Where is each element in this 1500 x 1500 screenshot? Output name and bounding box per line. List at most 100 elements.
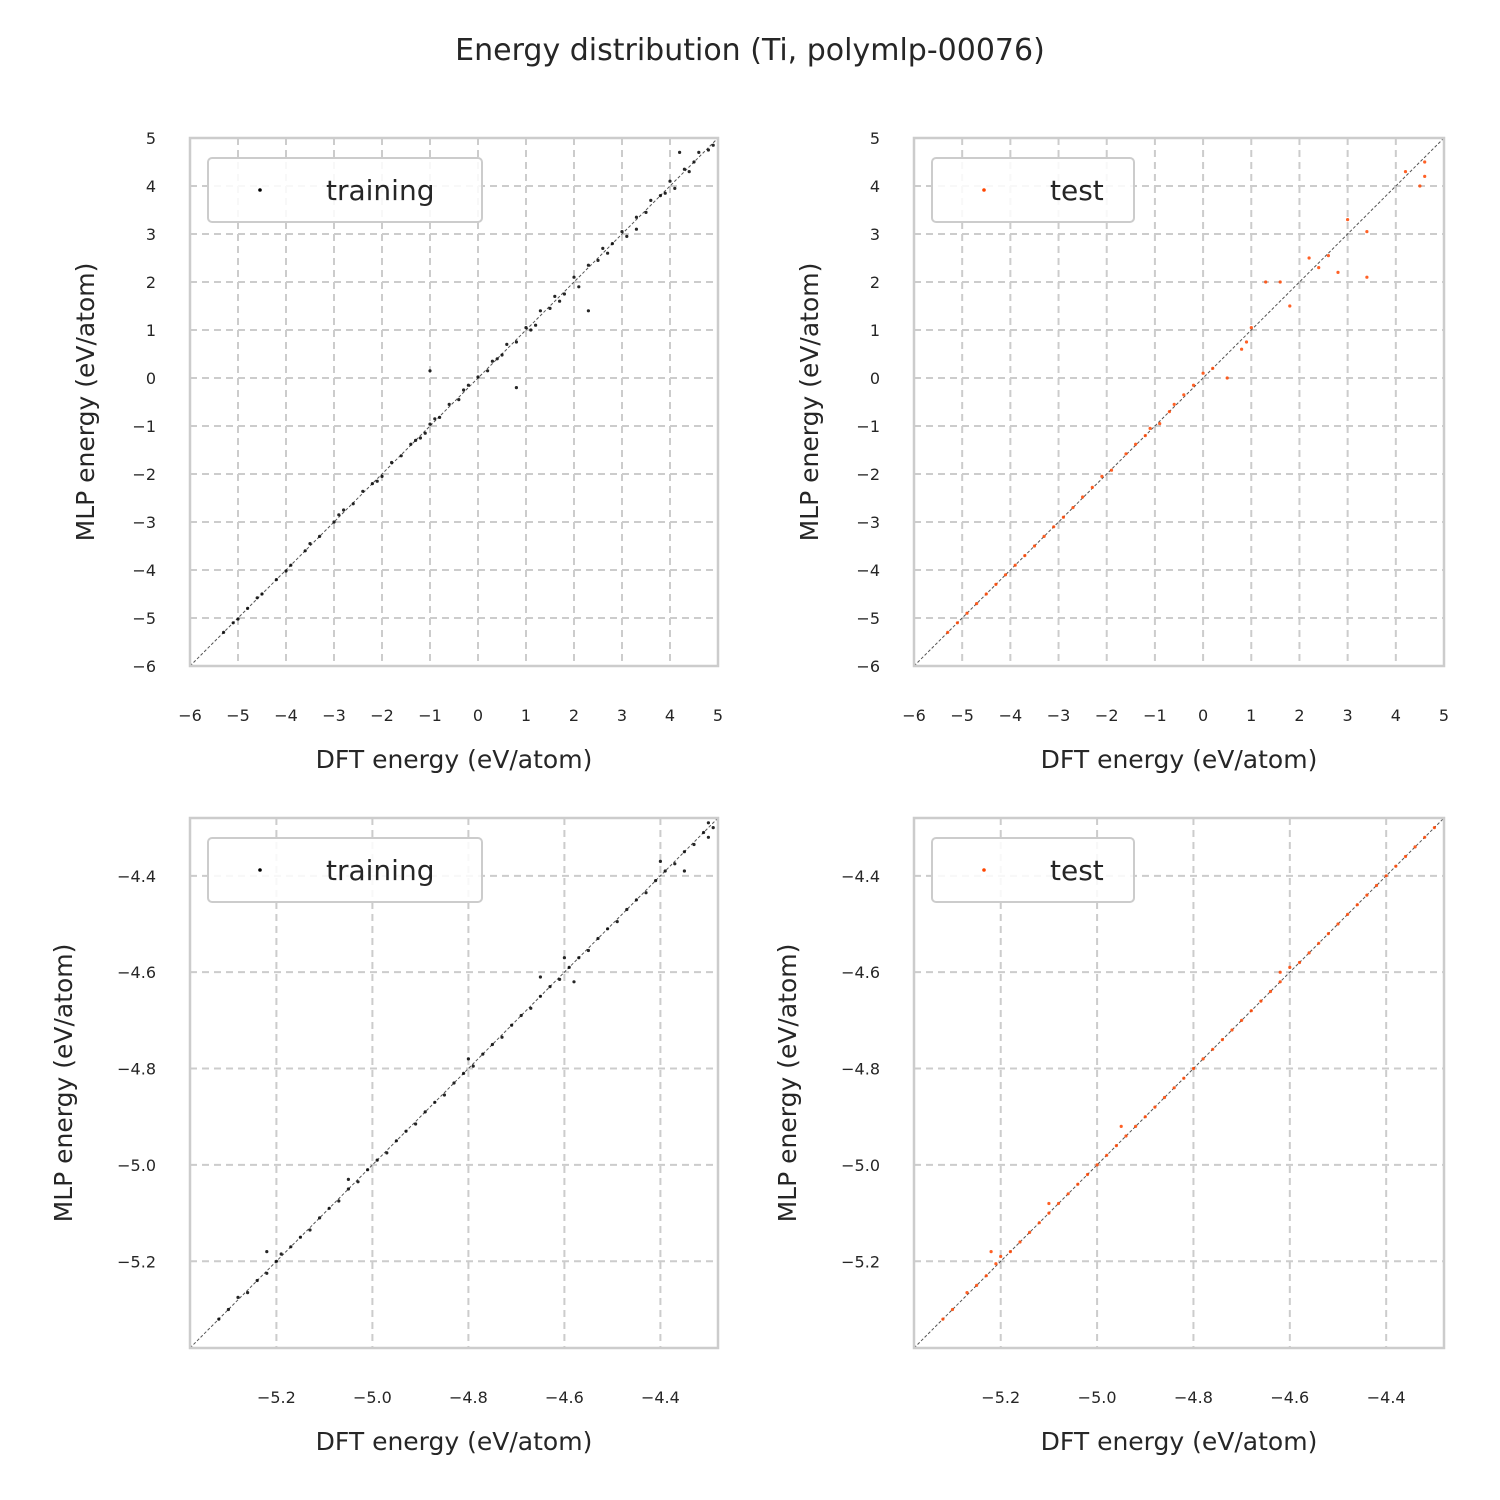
data-point [1134, 442, 1138, 446]
data-point [663, 869, 667, 873]
legend-marker [982, 188, 986, 192]
legend: test [931, 157, 1135, 223]
data-point [965, 611, 969, 615]
data-point [356, 1180, 360, 1184]
data-point [711, 143, 715, 147]
data-point [428, 422, 432, 426]
y-tick-label: −5.0 [841, 1156, 880, 1175]
data-point [1143, 1115, 1147, 1119]
data-point [226, 1307, 230, 1312]
data-point [706, 835, 711, 839]
y-tick-label: 4 [146, 177, 156, 196]
legend: training [207, 837, 483, 903]
y-tick-label: 2 [870, 273, 880, 292]
data-point [673, 862, 677, 866]
y-tick-label: −2 [132, 465, 156, 484]
data-point [596, 936, 600, 941]
figure-title: Energy distribution (Ti, polymlp-00076) [455, 33, 1045, 68]
legend-label: test [1050, 174, 1104, 207]
data-point [298, 1235, 302, 1239]
data-point [950, 1307, 955, 1312]
x-tick-label: 3 [1343, 706, 1353, 725]
data-point [346, 1187, 350, 1191]
data-point [965, 1291, 969, 1295]
data-point [1172, 1086, 1176, 1090]
legend-label: training [326, 174, 434, 207]
data-point [994, 1262, 998, 1266]
data-point [668, 179, 672, 183]
panel-bottom-right: −5.2 −5.0 −4.8 −4.6 −4.4 −5.2 −5.0 −4.8 −4.6 −4.4… [773, 816, 1446, 1456]
data-point [428, 369, 432, 373]
data-point [654, 879, 658, 883]
data-point [342, 508, 346, 512]
data-point [433, 417, 437, 421]
data-point [706, 148, 711, 152]
data-point [1317, 266, 1321, 270]
data-point [1095, 1163, 1099, 1167]
data-point [941, 1317, 945, 1321]
data-point [1191, 383, 1196, 387]
y-tick-label: −4.6 [117, 963, 156, 982]
data-point [1105, 1153, 1109, 1157]
data-point [1326, 254, 1330, 258]
data-point [1288, 304, 1292, 308]
data-point [265, 1271, 269, 1275]
y-tick-label: 5 [870, 129, 880, 148]
y-tick-label: −4 [132, 561, 156, 580]
data-point [1365, 275, 1369, 279]
data-point [1418, 184, 1422, 188]
data-point [955, 621, 960, 625]
data-point [1085, 1172, 1090, 1177]
data-point [615, 920, 619, 924]
data-point [548, 985, 552, 989]
data-point [1326, 932, 1330, 936]
data-point [1413, 845, 1417, 849]
data-point [1225, 376, 1229, 380]
data-point [1109, 468, 1114, 472]
data-point [337, 1199, 341, 1203]
data-point [462, 1071, 466, 1075]
x-tick-label: 2 [569, 706, 579, 725]
data-point [1032, 544, 1037, 548]
data-point [658, 859, 663, 864]
data-point [1249, 326, 1253, 330]
data-point [649, 198, 653, 202]
data-point [1230, 1028, 1234, 1032]
data-point [274, 578, 278, 582]
y-tick-label: −4.8 [841, 1060, 880, 1079]
x-axis-label: DFT energy (eV/atom) [316, 1427, 593, 1456]
data-point [414, 438, 418, 442]
data-point [1071, 506, 1075, 510]
data-point [481, 1052, 485, 1056]
data-point [682, 869, 687, 873]
data-point [385, 1151, 389, 1155]
data-point [702, 830, 706, 835]
data-point [490, 1042, 494, 1047]
x-tick-label: 3 [617, 706, 627, 725]
panel-top-left: −6 −5 −4 −3 −2 −1 0 1 2 3 4 5 −6 −5 −4 −3 −2 −1 0 1 2 3 4 5 DFT … [71, 129, 723, 774]
data-point [1119, 1124, 1123, 1128]
data-point [1307, 256, 1311, 260]
data-point [390, 460, 394, 465]
data-point [1148, 426, 1152, 430]
data-point [466, 383, 470, 387]
data-point [1264, 280, 1268, 284]
axes-frame [912, 816, 1446, 1350]
data-point [1317, 941, 1321, 945]
panel-top-right: −6 −5 −4 −3 −2 −1 0 1 2 3 4 5 −6 −5 −4 −3 −2 −1 0 1 2 3 4 5 DFT … [795, 129, 1449, 774]
data-point [1090, 485, 1094, 489]
y-tick-label: −6 [856, 657, 880, 676]
x-tick-label: −2 [1095, 706, 1119, 725]
data-point [438, 415, 442, 419]
data-point [1278, 970, 1282, 974]
data-point [711, 826, 715, 830]
data-point [1052, 525, 1056, 529]
data-point [687, 170, 691, 174]
data-point [1432, 826, 1436, 830]
data-point [596, 258, 600, 262]
data-point [1100, 474, 1104, 478]
data-point [1220, 1038, 1224, 1042]
data-point [1336, 922, 1340, 926]
data-point [231, 621, 235, 625]
data-point [1268, 989, 1273, 994]
